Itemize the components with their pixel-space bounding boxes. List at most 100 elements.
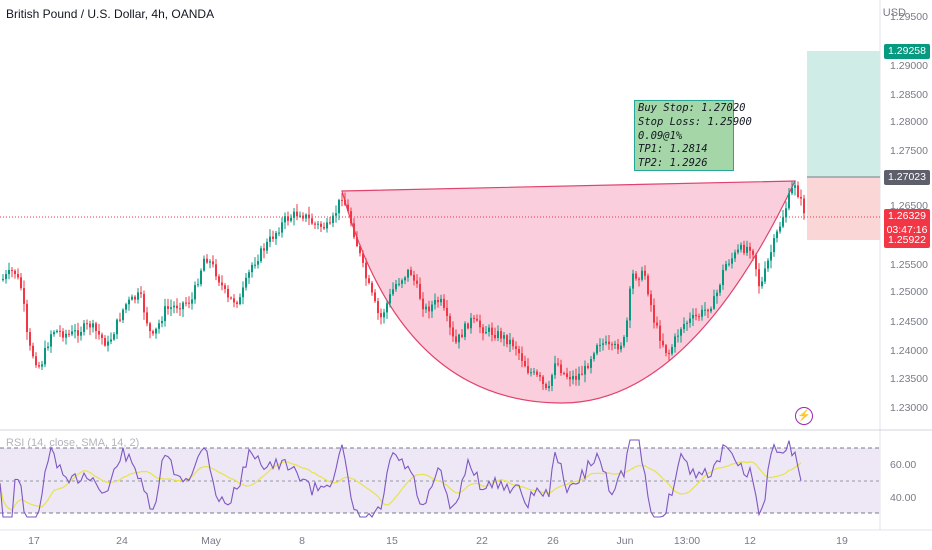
candle-body: [251, 264, 253, 273]
candle-body: [383, 312, 385, 318]
candle-body: [377, 301, 379, 314]
chart-title: British Pound / U.S. Dollar, 4h, OANDA: [6, 7, 215, 21]
candle-body: [686, 322, 688, 324]
rsi-axis: 60.00 40.00: [890, 459, 916, 504]
candle-body: [233, 298, 235, 303]
candle-body: [770, 252, 772, 261]
candle-body: [389, 294, 391, 304]
candle-body: [143, 293, 145, 313]
candle-body: [65, 333, 67, 338]
candle-body: [128, 299, 130, 305]
candle-body: [302, 215, 304, 219]
candle-body: [275, 232, 277, 239]
candle-body: [5, 274, 7, 280]
candle-body: [17, 274, 19, 278]
candle-body: [179, 308, 181, 310]
candle-body: [509, 339, 511, 345]
price-tick-label: 1.28000: [890, 116, 928, 128]
candle-body: [215, 264, 217, 277]
candle-body: [464, 323, 466, 338]
candle-body: [272, 236, 274, 239]
candle-body: [122, 309, 124, 321]
candle-body: [137, 292, 139, 300]
candle-body: [314, 223, 316, 225]
rsi-indicator-label[interactable]: RSI (14, close, SMA, 14, 2): [6, 437, 140, 449]
candle-body: [218, 276, 220, 283]
cup-pattern[interactable]: [341, 180, 796, 404]
candle-body: [572, 375, 574, 380]
candle-body: [371, 282, 373, 293]
candle-body: [425, 306, 427, 310]
candle-body: [287, 216, 289, 221]
price-tick-label: 1.29000: [890, 60, 928, 72]
lightning-bolt-icon[interactable]: ⚡: [795, 407, 813, 425]
candle-body: [797, 185, 799, 197]
candle-body: [164, 306, 166, 321]
candle-body: [284, 216, 286, 223]
candle-body: [524, 360, 526, 367]
candle-body: [395, 283, 397, 290]
candle-body: [659, 325, 661, 341]
candle-body: [56, 330, 58, 333]
candle-body: [134, 296, 136, 300]
price-tick-label: 1.24500: [890, 316, 928, 328]
candle-body: [503, 335, 505, 339]
candle-body: [419, 283, 421, 299]
candle-body: [185, 302, 187, 304]
candle-body: [170, 307, 172, 309]
candle-body: [743, 244, 745, 253]
candle-body: [449, 316, 451, 328]
candle-body: [125, 304, 127, 310]
time-tick-label: 15: [386, 535, 398, 547]
candle-body: [107, 341, 109, 346]
candle-body: [374, 292, 376, 302]
candle-body: [587, 365, 589, 368]
candle-body: [788, 193, 790, 209]
candle-body: [335, 213, 337, 216]
candle-body: [305, 214, 307, 219]
candle-body: [89, 323, 91, 328]
candle-body: [746, 246, 748, 253]
time-tick-label: Jun: [617, 535, 634, 547]
candle-body: [737, 249, 739, 253]
candle-body: [755, 254, 757, 270]
candle-body: [359, 246, 361, 254]
candle-body: [728, 263, 730, 265]
candle-body: [293, 211, 295, 218]
candle-body: [548, 385, 550, 389]
stop-loss-zone[interactable]: [807, 177, 880, 240]
candle-body: [344, 199, 346, 205]
candle-body: [749, 246, 751, 251]
candle-body: [677, 335, 679, 337]
candle-body: [470, 317, 472, 329]
candle-body: [119, 319, 121, 321]
candle-body: [29, 332, 31, 346]
candle-body: [410, 269, 412, 275]
candle-body: [512, 339, 514, 347]
candle-body: [584, 365, 586, 375]
candle-body: [365, 262, 367, 279]
candle-body: [740, 244, 742, 250]
rsi-tick-label: 40.00: [890, 492, 916, 504]
candle-body: [569, 376, 571, 380]
candle-body: [53, 332, 55, 335]
take-profit-zone[interactable]: [807, 51, 880, 177]
candle-body: [101, 334, 103, 339]
candle-body: [704, 309, 706, 311]
candle-body: [581, 373, 583, 375]
candle-body: [200, 270, 202, 285]
time-tick-label: 8: [299, 535, 305, 547]
candle-body: [530, 372, 532, 374]
candle-body: [308, 214, 310, 219]
rsi-tick-label: 60.00: [890, 459, 916, 471]
candle-body: [8, 269, 10, 275]
candle-body: [347, 204, 349, 212]
entry-price-tag: 1.27023: [884, 170, 930, 185]
candle-body: [50, 334, 52, 347]
candle-body: [518, 348, 520, 354]
trade-note[interactable]: Buy Stop: 1.27020 Stop Loss: 1.25900 0.0…: [634, 100, 752, 171]
price-tick-label: 1.24000: [890, 345, 928, 357]
candle-body: [701, 309, 703, 317]
candle-body: [320, 223, 322, 227]
